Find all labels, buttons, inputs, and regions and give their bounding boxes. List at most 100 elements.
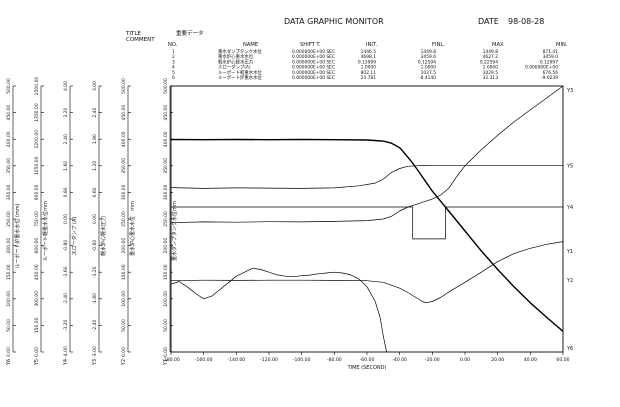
y-tick-label-Y5-2: 300.00: [34, 291, 40, 307]
y-axis-Y3: -3.00 -2.40 -1.80 -1.20 -0.60 0.00 0.60 1.20 1.8…: [92, 81, 107, 366]
y-tick-label-Y6-9: 450.00: [6, 105, 12, 121]
table-cell-0-shift: 0.000000E+00 SEC: [292, 49, 335, 55]
x-tick-label-1: -160.00: [195, 357, 213, 363]
right-label-Y1: Y1: [566, 249, 573, 255]
table-cell-0-max: 1449.8: [483, 49, 499, 55]
y-tick-label-Y6-8: 400.00: [6, 131, 12, 147]
table-cell-3-finl: 1.0000: [421, 65, 437, 71]
legend-table: NO. NAME SHIFT T. INIT. FINL. MAX MIN. 1 重水ダンプタン…: [168, 42, 568, 81]
y-axis-unit-Y1: mm: [172, 201, 178, 211]
y-tick-label-Y4-2: -2.40: [63, 293, 69, 305]
y-tick-label-Y6-4: 200.00: [6, 238, 12, 254]
y-tick-label-Y4-3: -1.60: [63, 266, 69, 278]
y-tick-label-Y3-1: -2.40: [92, 319, 98, 331]
table-cell-3-name: スローダンプ(A): [218, 64, 251, 71]
y-tick-label-Y4-0: -4.00: [63, 346, 69, 358]
table-cell-5-shift: 0.000000E+00 SEC: [292, 75, 335, 81]
series-group: [170, 85, 564, 353]
table-header-5: MAX: [492, 42, 504, 48]
y-tick-label-Y4-1: -3.20: [63, 319, 69, 331]
table-cell-2-name: 軽水炉心軽水圧力: [218, 58, 253, 65]
y-tick-label-Y3-0: -3.00: [92, 346, 98, 358]
table-cell-4-no: 5: [172, 70, 175, 76]
y-tick-label-Y1-0: 0.00: [163, 347, 169, 357]
y-axis-id-Y1: Y1: [163, 359, 169, 366]
y-axis-unit-Y5: mm: [43, 201, 49, 211]
table-cell-3-init: 1.0000: [361, 65, 377, 71]
table-cell-4-max: 1029.5: [483, 70, 499, 76]
table-cell-2-init: 0.13999: [358, 59, 376, 65]
x-tick-label-10: 20.00: [491, 357, 504, 363]
y-tick-label-Y1-5: 250.00: [163, 211, 169, 227]
table-cell-4-min: 676.56: [543, 70, 559, 76]
series-line-Y4: [171, 206, 563, 240]
series-line-Y5: [170, 164, 563, 189]
right-label-Y6: Y6: [566, 346, 573, 352]
y-axis-label-Y1: 重水ダンプタンク水位: [171, 211, 178, 261]
title-value: 重要データ: [176, 29, 204, 37]
table-header-0: NO.: [168, 42, 178, 48]
y-tick-label-Y3-7: 1.20: [92, 161, 98, 171]
x-tick-label-4: -100.00: [293, 357, 311, 363]
x-axis-label: TIME (SECOND): [347, 365, 387, 371]
table-cell-0-name: 重水ダンプタンク水位: [218, 48, 262, 55]
y-tick-label-Y1-7: 350.00: [163, 158, 169, 174]
y-axis-id-Y4: Y4: [63, 359, 69, 366]
y-tick-label-Y4-8: 2.40: [63, 134, 69, 144]
y-tick-label-Y4-6: 0.80: [63, 187, 69, 197]
app-title: DATA GRAPHIC MONITOR: [284, 17, 384, 26]
y-axis-label-Y4: スローダンプ (A): [71, 217, 78, 256]
plot-border: [170, 85, 564, 353]
x-tick-label-7: -40.00: [392, 357, 407, 363]
plot-frame: [170, 85, 564, 353]
table-cell-4-name: ルーポート軽重水水位: [218, 69, 263, 76]
y-axis-label-Y5: ルーポート軽重水水位: [42, 211, 49, 261]
series-line-Y2: [170, 241, 564, 304]
y-tick-label-Y1-10: 500.00: [163, 78, 169, 94]
x-tick-label-8: -20.00: [425, 357, 440, 363]
table-cell-2-finl: 0.12594: [418, 59, 436, 65]
y-tick-label-Y4-10: 4.00: [63, 81, 69, 91]
y-tick-label-Y4-4: -0.80: [63, 240, 69, 252]
y-axis-unit-Y2: mm: [130, 201, 136, 211]
y-tick-label-Y6-3: 150.00: [6, 264, 12, 280]
table-cell-5-no: 6: [172, 75, 175, 81]
table-cell-1-min: 3459.0: [543, 54, 559, 60]
y-tick-label-Y1-8: 400.00: [163, 131, 169, 147]
y-tick-label-Y3-10: 3.00: [92, 81, 98, 91]
table-cell-5-name: ルーポート炉重水水位: [218, 74, 263, 81]
table-cell-5-init: 23.781: [361, 75, 377, 81]
y-tick-label-Y5-4: 600.00: [34, 238, 40, 254]
table-header-3: INIT.: [366, 42, 377, 48]
right-label-Y3: Y3: [566, 88, 573, 94]
y-axis-Y5: 0.00 150.00 300.00 450.00 600.00 750.00 900.00…: [34, 77, 49, 367]
y-tick-label-Y3-3: -1.20: [92, 266, 98, 278]
y-tick-label-Y1-2: 100.00: [163, 291, 169, 307]
table-cell-5-min: -9.6239: [541, 75, 558, 81]
table-cell-2-min: 0.12997: [540, 59, 558, 65]
date-value: 98-08-28: [508, 17, 544, 26]
series-line-Y1: [170, 267, 387, 353]
y-tick-label-Y5-0: 0.00: [34, 347, 40, 357]
table-cell-3-shift: 0.000000E+00 SEC: [292, 65, 335, 71]
table-cell-2-no: 3: [172, 59, 175, 65]
table-cell-4-shift: 0.000000E+00 SEC: [292, 70, 335, 76]
comment-label: COMMENT: [126, 37, 155, 43]
table-cell-3-min: 0.000000E+00: [525, 65, 558, 71]
y-tick-label-Y2-4: 200.00: [121, 238, 127, 254]
table-cell-3-no: 4: [172, 65, 175, 71]
y-tick-label-Y3-2: -1.80: [92, 293, 98, 305]
y-tick-label-Y1-3: 150.00: [163, 264, 169, 280]
table-cell-1-max: 4627.2: [483, 54, 499, 60]
table-cell-4-init: 802.11: [361, 70, 377, 76]
y-tick-label-Y1-9: 450.00: [163, 105, 169, 121]
y-tick-label-Y2-9: 450.00: [121, 105, 127, 121]
y-axis-label-Y6: ルーポート炉重水水位 (mm): [14, 203, 21, 268]
x-tick-label-3: -120.00: [260, 357, 278, 363]
y-tick-label-Y4-9: 3.20: [63, 107, 69, 117]
table-cell-0-no: 1: [172, 49, 175, 55]
series-line-Y6: [170, 138, 564, 332]
y-tick-label-Y6-2: 100.00: [6, 291, 12, 307]
right-label-Y2: Y2: [566, 278, 573, 284]
